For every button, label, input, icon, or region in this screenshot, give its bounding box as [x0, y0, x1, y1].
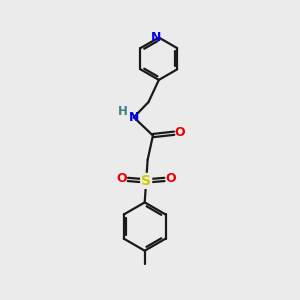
- Text: O: O: [116, 172, 127, 185]
- Text: N: N: [151, 31, 162, 44]
- Text: S: S: [141, 174, 151, 188]
- Text: N: N: [129, 111, 139, 124]
- Text: O: O: [174, 126, 185, 139]
- Text: H: H: [118, 105, 128, 118]
- Text: O: O: [166, 172, 176, 185]
